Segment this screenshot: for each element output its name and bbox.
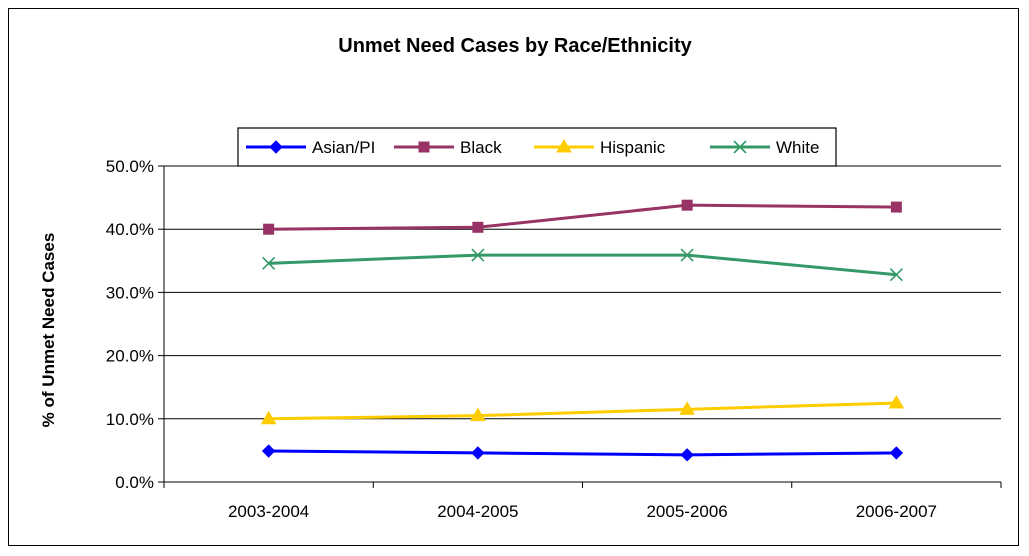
data-point-hispanic [470, 407, 486, 422]
data-point-black [263, 223, 275, 235]
x-tick-labels: 2003-2004 2004-2005 2005-2006 2006-2007 [228, 502, 937, 521]
x-tick-label: 2005-2006 [646, 502, 727, 521]
series-line-hispanic [268, 401, 897, 421]
legend-entry-hispanic: Hispanic [534, 138, 666, 157]
series-hispanic [260, 395, 905, 425]
series-line-asian-pi [268, 449, 897, 457]
y-tick-label: 10.0% [106, 410, 154, 429]
y-tick-label: 20.0% [106, 347, 154, 366]
y-axis-label: % of Unmet Need Cases [39, 233, 58, 428]
legend: Asian/PI Black Hispanic White [237, 127, 837, 167]
x-tick-label: 2003-2004 [228, 502, 309, 521]
legend-marker [269, 140, 283, 154]
series-black [263, 199, 902, 235]
data-point-black [681, 199, 693, 211]
legend-marker [418, 141, 430, 153]
legend-label: Asian/PI [312, 138, 375, 157]
data-point-black [472, 221, 484, 233]
legend-label: Hispanic [600, 138, 666, 157]
legend-label: Black [460, 138, 502, 157]
legend-entry-asian-pi: Asian/PI [246, 138, 375, 157]
data-point-white [471, 248, 485, 262]
series-asian-pi [261, 444, 904, 462]
y-tick-label: 30.0% [106, 283, 154, 302]
data-point-white [262, 256, 276, 270]
data-point-white [680, 248, 694, 262]
legend-label: White [776, 138, 819, 157]
data-point-asian-pi [261, 444, 276, 458]
marker-stroke [680, 248, 694, 262]
y-tick-label: 0.0% [115, 473, 154, 492]
y-tick-label: 40.0% [106, 220, 154, 239]
x-tick-label: 2006-2007 [856, 502, 937, 521]
data-point-hispanic [260, 410, 277, 425]
x-tick-label: 2004-2005 [437, 502, 518, 521]
marker-stroke [733, 140, 747, 154]
marker-stroke [889, 268, 903, 282]
y-tick-labels: 0.0% 10.0% 20.0% 30.0% 40.0% 50.0% [106, 157, 154, 492]
grid-lines [164, 165, 1001, 420]
series-group [260, 199, 905, 462]
legend-marker [733, 140, 747, 154]
series-line-black [268, 203, 897, 231]
series-white [262, 248, 903, 282]
data-point-asian-pi [471, 446, 485, 460]
legend-marker [556, 139, 572, 153]
legend-entry-black: Black [394, 138, 502, 157]
chart-frame [8, 8, 1019, 546]
data-point-asian-pi [889, 446, 904, 460]
marker-stroke [262, 256, 276, 270]
data-point-hispanic [679, 401, 695, 415]
marker-stroke [471, 248, 485, 262]
data-point-asian-pi [680, 448, 694, 462]
data-point-white [889, 268, 903, 282]
axes [158, 165, 1002, 488]
data-point-hispanic [888, 395, 905, 409]
series-line-white [268, 253, 897, 277]
chart-title: Unmet Need Cases by Race/Ethnicity [338, 35, 692, 57]
legend-entry-white: White [710, 138, 819, 157]
y-tick-label: 50.0% [106, 157, 154, 176]
data-point-black [890, 201, 902, 213]
